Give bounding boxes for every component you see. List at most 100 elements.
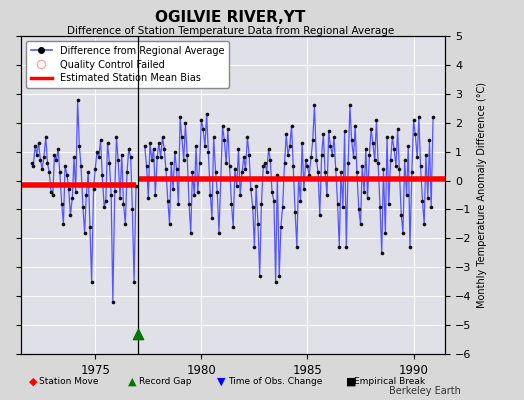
Text: OGILVIE RIVER,YT: OGILVIE RIVER,YT: [156, 10, 305, 25]
Point: [294, 174, 303, 181]
Point: [314, 169, 322, 175]
Point: [300, 186, 308, 192]
Text: Empirical Break: Empirical Break: [354, 378, 425, 386]
Point: [339, 203, 347, 210]
Point: [206, 192, 214, 198]
Point: [360, 189, 368, 195]
Point: [188, 169, 196, 175]
Point: [422, 151, 430, 158]
Point: [107, 192, 115, 198]
Point: [307, 154, 315, 161]
Point: [163, 198, 172, 204]
Point: [346, 102, 354, 108]
Point: [423, 195, 432, 201]
Point: [88, 278, 96, 285]
Point: [257, 200, 266, 207]
Point: [268, 189, 276, 195]
Point: [45, 169, 53, 175]
Point: [305, 172, 313, 178]
Point: [156, 154, 165, 161]
Point: [29, 163, 37, 169]
Point: [245, 151, 253, 158]
Point: [119, 200, 128, 207]
Point: [229, 224, 237, 230]
Point: [303, 163, 312, 169]
Point: [356, 221, 365, 227]
Point: [174, 200, 183, 207]
Point: [210, 134, 218, 140]
Point: [250, 244, 259, 250]
Point: [195, 160, 204, 166]
Point: [158, 134, 167, 140]
Point: [86, 224, 94, 230]
Point: [302, 157, 310, 164]
Point: [47, 189, 56, 195]
Point: [318, 151, 326, 158]
Point: [38, 166, 47, 172]
Point: [128, 206, 137, 213]
Point: [265, 146, 273, 152]
Point: [383, 134, 391, 140]
Point: [41, 134, 50, 140]
Point: [241, 166, 249, 172]
Point: [296, 198, 304, 204]
Point: [358, 163, 366, 169]
Point: [344, 160, 353, 166]
Point: [27, 160, 36, 166]
Point: [100, 203, 108, 210]
Point: [80, 229, 89, 236]
Point: [165, 221, 173, 227]
Point: [63, 172, 71, 178]
Point: [224, 125, 232, 132]
Point: [387, 157, 395, 164]
Point: [236, 192, 244, 198]
Point: [75, 143, 83, 149]
Point: [91, 166, 100, 172]
Point: [406, 244, 414, 250]
Point: [95, 154, 103, 161]
Point: [376, 203, 384, 210]
Point: [61, 163, 69, 169]
Point: [377, 250, 386, 256]
Point: [298, 140, 307, 146]
Point: [197, 117, 205, 123]
Text: ▲: ▲: [128, 377, 137, 387]
Y-axis label: Monthly Temperature Anomaly Difference (°C): Monthly Temperature Anomaly Difference (…: [477, 82, 487, 308]
Point: [254, 221, 262, 227]
Point: [231, 166, 239, 172]
Point: [321, 169, 329, 175]
Point: [404, 143, 412, 149]
Point: [417, 163, 425, 169]
Point: [79, 203, 87, 210]
Point: [180, 157, 188, 164]
Point: [125, 146, 133, 152]
Point: [333, 200, 342, 207]
Point: [337, 169, 345, 175]
Point: [429, 114, 438, 120]
Point: [247, 186, 255, 192]
Point: [219, 122, 227, 129]
Point: [394, 125, 402, 132]
Point: [402, 192, 411, 198]
Point: [323, 192, 331, 198]
Point: [185, 200, 193, 207]
Point: [328, 151, 336, 158]
Point: [52, 157, 61, 164]
Point: [130, 278, 138, 285]
Point: [259, 163, 268, 169]
Point: [400, 157, 409, 164]
Point: [280, 160, 289, 166]
Point: [144, 195, 152, 201]
Point: [385, 200, 393, 207]
Point: [347, 137, 356, 143]
Text: ◆: ◆: [29, 377, 37, 387]
Point: [169, 186, 177, 192]
Point: [270, 198, 278, 204]
Point: [341, 128, 349, 135]
Point: [192, 143, 200, 149]
Point: [275, 273, 283, 279]
Point: [278, 203, 287, 210]
Point: [243, 134, 252, 140]
Point: [411, 131, 419, 138]
Point: [90, 186, 98, 192]
